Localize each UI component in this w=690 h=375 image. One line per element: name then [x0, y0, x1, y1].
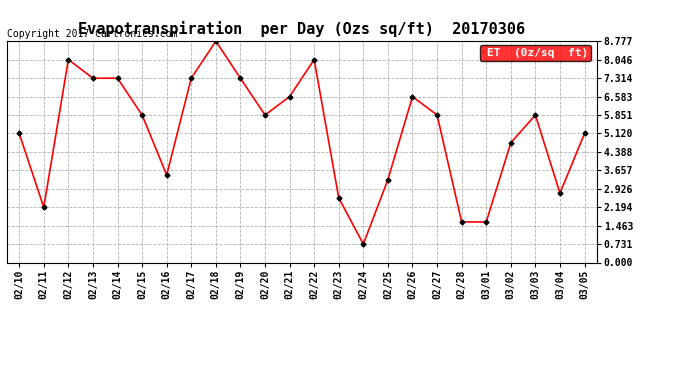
- Text: Copyright 2017 Cartronics.com: Copyright 2017 Cartronics.com: [7, 29, 177, 39]
- Title: Evapotranspiration  per Day (Ozs sq/ft)  20170306: Evapotranspiration per Day (Ozs sq/ft) 2…: [78, 21, 526, 37]
- Legend: ET  (0z/sq  ft): ET (0z/sq ft): [480, 45, 591, 61]
